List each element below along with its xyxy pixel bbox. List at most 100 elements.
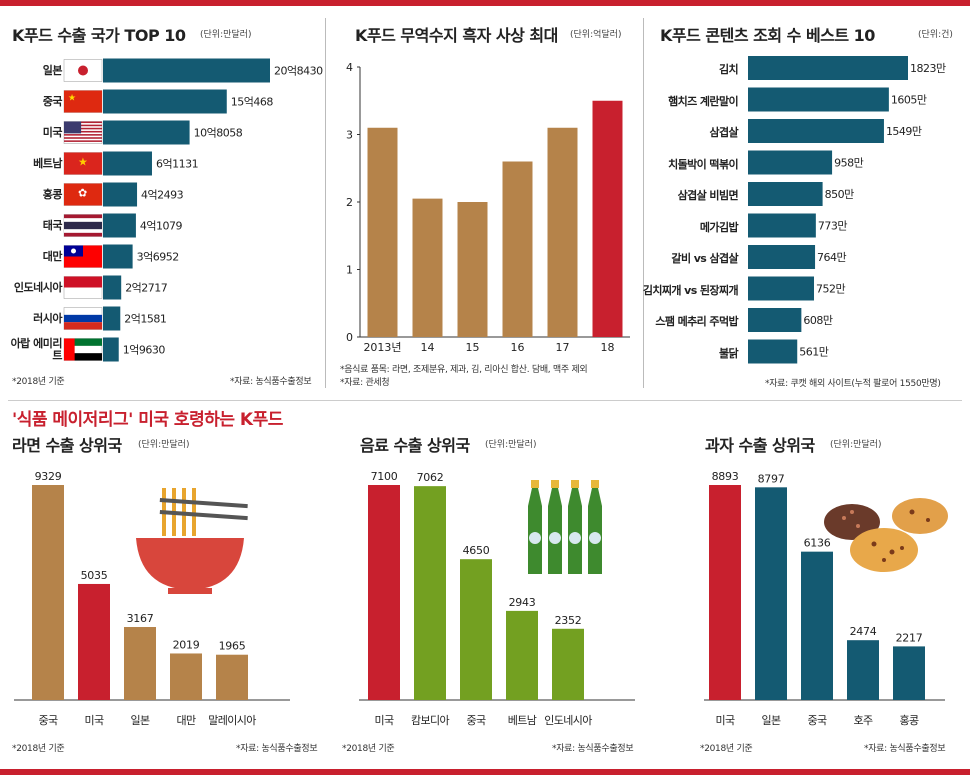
panel2-note: *음식료 품목: 라면, 조제분유, 제과, 김, 리아신 합산. 담배, 맥주…	[340, 365, 588, 375]
flag-icon	[63, 59, 103, 82]
country-label: 중국	[42, 94, 63, 108]
bar-value-label: 7062	[417, 471, 444, 484]
x-tick-label: 18	[601, 341, 615, 354]
panel4-title: 라면 수출 상위국	[12, 436, 122, 455]
flag-icon	[63, 214, 103, 237]
export-bar	[552, 628, 584, 700]
country-label: 홍콩	[42, 187, 63, 201]
panel1-unit: (단위:만달러)	[200, 30, 252, 40]
views-value-label: 561만	[799, 346, 828, 359]
export-bar	[78, 583, 110, 700]
export-bar	[460, 559, 492, 700]
surplus-bar	[547, 127, 578, 337]
content-views-chart: 1823만 1605만 1549만 958만 850만 773만 764만 752만 608만 5…	[748, 56, 946, 364]
panel4-note: *2018년 기준	[12, 744, 65, 754]
content-label: 삼겹살	[709, 126, 738, 139]
export-bar	[506, 610, 538, 700]
panel3-title: K푸드 콘텐츠 조회 수 베스트 10	[660, 26, 875, 45]
panel5-note: *2018년 기준	[342, 744, 395, 754]
export-value-label: 10억8058	[194, 127, 243, 140]
export-bar	[103, 58, 270, 83]
export-bar	[32, 485, 64, 700]
export-bar	[170, 653, 202, 700]
x-tick-label: 캄보디아	[411, 714, 450, 727]
x-tick-label: 일본	[130, 713, 150, 727]
panel4-source: *자료: 농식품수출정보	[236, 744, 318, 754]
views-value-label: 1823만	[910, 62, 946, 75]
x-tick-label: 대만	[176, 714, 196, 727]
x-tick-label: 미국	[374, 714, 394, 727]
x-tick-label: 중국	[466, 714, 486, 727]
views-value-label: 1605만	[891, 94, 927, 107]
y-tick-label: 1	[346, 264, 353, 277]
bar-value-label: 2474	[850, 625, 877, 638]
panel2-unit: (단위:억달러)	[570, 30, 622, 40]
views-bar	[748, 339, 798, 364]
views-bar	[748, 56, 908, 80]
country-label: 태국	[42, 218, 63, 232]
flag-icon: ✿	[63, 183, 103, 206]
export-bar	[103, 151, 152, 176]
views-value-label: 850만	[825, 188, 854, 201]
column-divider	[643, 18, 644, 388]
export-bar	[124, 627, 156, 700]
bar-value-label: 2943	[509, 596, 536, 609]
country-label: 러시아	[33, 311, 62, 325]
export-value-label: 2억1581	[124, 313, 166, 326]
y-tick-label: 0	[346, 331, 353, 344]
bar-value-label: 2352	[555, 614, 582, 627]
bar-value-label: 6136	[804, 537, 831, 550]
views-bar	[748, 276, 815, 301]
export-bar	[103, 182, 138, 207]
content-label: 갈비 vs 삼겹살	[671, 252, 738, 265]
country-label: 인도네시아	[13, 280, 63, 294]
export-value-label: 2억2717	[125, 282, 168, 295]
top-accent-bar	[0, 0, 970, 6]
x-tick-label: 2013년	[363, 341, 401, 354]
views-bar	[748, 182, 823, 206]
y-tick-label: 3	[346, 129, 353, 142]
panel2-title: K푸드 무역수지 흑자 사상 최대	[355, 26, 558, 45]
panel6-unit: (단위:만달러)	[830, 440, 882, 450]
panel3-source: *자료: 쿠캣 해외 사이트(누적 팔로어 1550만명)	[765, 379, 941, 389]
x-tick-label: 일본	[761, 713, 781, 727]
country-label: 베트남	[33, 156, 62, 170]
x-tick-label: 홍콩	[899, 713, 919, 727]
content-label: 스팸 메추리 주먹밥	[655, 315, 738, 328]
x-tick-label: 17	[556, 341, 570, 354]
bottom-accent-bar	[0, 769, 970, 775]
views-value-label: 608만	[803, 314, 832, 327]
bar-value-label: 8893	[712, 470, 739, 483]
trade-surplus-chart: 0 1 2 3 4 2013년 14 15 16 17 18	[346, 61, 630, 354]
content-label: 메가김밥	[699, 220, 739, 234]
export-value-label: 20억8430	[274, 65, 323, 78]
views-value-label: 752만	[816, 283, 845, 296]
export-value-label: 4억1079	[140, 220, 183, 233]
section-headline: '식품 메이저리그' 미국 호령하는 K푸드	[12, 410, 283, 430]
views-bar	[748, 308, 802, 332]
views-bar	[748, 150, 833, 175]
x-tick-label: 15	[466, 341, 480, 354]
panel6-source: *자료: 농식품수출정보	[864, 744, 946, 754]
x-tick-label: 인도네시아	[544, 714, 592, 727]
views-bar	[748, 119, 884, 143]
panel2-source: *자료: 관세청	[340, 378, 390, 388]
bar-value-label: 5035	[81, 569, 108, 582]
svg-text:★: ★	[68, 94, 76, 104]
bar-value-label: 3167	[127, 612, 154, 625]
views-value-label: 1549만	[886, 125, 922, 138]
export-value-label: 1억9630	[123, 344, 166, 357]
bar-value-label: 7100	[371, 470, 398, 483]
snack-export-chart: 8893 미국 8797 일본 6136 중국 2474 호주 2217 홍콩	[704, 470, 945, 727]
x-tick-label: 16	[511, 341, 525, 354]
panel1-title: K푸드 수출 국가 TOP 10	[12, 26, 186, 45]
surplus-bar	[502, 161, 533, 337]
x-tick-label: 미국	[715, 714, 735, 727]
beer-bottles-icon	[528, 480, 602, 574]
flag-icon	[63, 276, 103, 299]
export-bar	[103, 213, 136, 238]
export-bar	[216, 654, 248, 700]
panel4-unit: (단위:만달러)	[138, 440, 190, 450]
export-bar	[414, 486, 446, 700]
y-tick-label: 4	[346, 61, 353, 74]
